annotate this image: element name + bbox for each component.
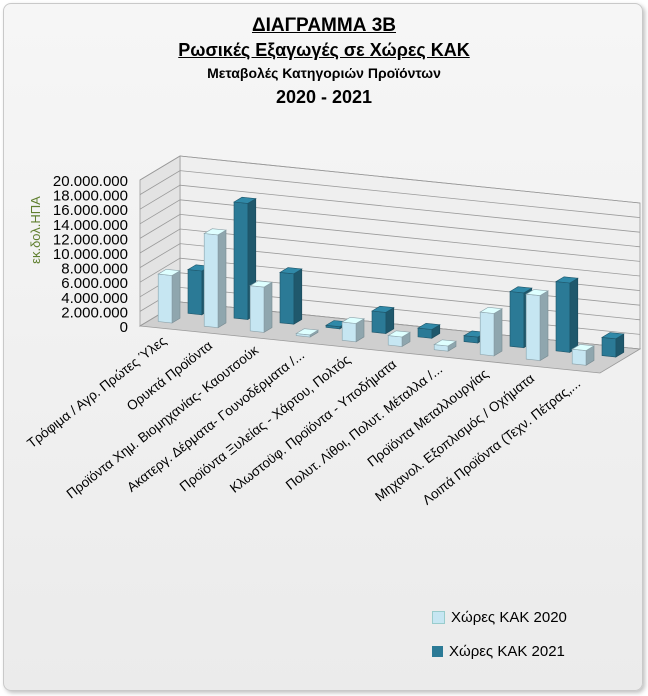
bar-2021-2 xyxy=(279,267,303,325)
legend-item-2021: Χώρες ΚΑΚ 2021 xyxy=(432,634,567,668)
bar-2020-6 xyxy=(433,339,457,352)
bar-2020-2 xyxy=(249,280,273,333)
y-gridline xyxy=(139,155,641,204)
legend-label-2020: Χώρες ΚΑΚ 2020 xyxy=(451,608,567,626)
y-tick-label: 14.000.000 xyxy=(53,217,128,234)
y-tick-label: 0 xyxy=(120,319,128,336)
bar-2021-9 xyxy=(601,332,625,358)
bar-2021-5 xyxy=(417,322,441,339)
y-tick-label: 18.000.000 xyxy=(53,188,128,205)
y-gridline xyxy=(139,257,641,306)
y-tick-label: 8.000.000 xyxy=(61,261,128,278)
bar-2020-5 xyxy=(387,330,411,348)
y-gridline xyxy=(139,228,641,277)
bar-2020-7 xyxy=(479,306,503,357)
bar-2020-1 xyxy=(203,228,227,329)
bar-2020-4 xyxy=(341,316,365,343)
y-tick-label: 4.000.000 xyxy=(61,290,128,307)
y-axis-label: εκ.δολ.ΗΠΑ xyxy=(28,196,43,264)
y-tick-label: 2.000.000 xyxy=(61,304,128,321)
y-tick-label: 6.000.000 xyxy=(61,275,128,292)
x-tick-label: Προϊόντα Χημ. Βιομηχανίας- Καουτσούκ xyxy=(64,342,262,501)
y-gridline xyxy=(139,213,641,262)
chart-titles: ΔΙΑΓΡΑΜΜΑ 3Β Ρωσικές Εξαγωγές σε Χώρες Κ… xyxy=(0,14,648,110)
bar-2021-8 xyxy=(555,276,579,353)
bar-2020-8 xyxy=(525,289,549,362)
chart-subtitle-2: Μεταβολές Κατηγοριών Προϊόντων xyxy=(207,65,441,81)
y-tick-label: 12.000.000 xyxy=(53,231,128,248)
y-gridline xyxy=(139,243,641,291)
legend-label-2021: Χώρες ΚΑΚ 2021 xyxy=(449,642,565,660)
y-tick-label: 20.000.000 xyxy=(53,173,128,190)
legend: Χώρες ΚΑΚ 2020 Χώρες ΚΑΚ 2021 xyxy=(432,600,567,668)
bar-2020-9 xyxy=(571,344,595,366)
legend-swatch-2020 xyxy=(432,610,445,624)
bar-2020-0 xyxy=(157,268,181,324)
legend-swatch-2021 xyxy=(432,645,443,657)
y-tick-label: 16.000.000 xyxy=(53,202,128,219)
y-gridline xyxy=(139,170,641,218)
x-tick-label: Ορυκτά Προϊόντα xyxy=(124,338,215,414)
y-gridline xyxy=(139,184,641,233)
chart-subtitle: Ρωσικές Εξαγωγές σε Χώρες ΚΑΚ xyxy=(178,40,470,60)
bar-2021-4 xyxy=(371,305,395,335)
legend-item-2020: Χώρες ΚΑΚ 2020 xyxy=(432,600,567,634)
y-gridline xyxy=(139,199,641,248)
y-tick-label: 10.000.000 xyxy=(53,246,128,263)
bar-2020-3 xyxy=(295,328,319,338)
chart-title: ΔΙΑΓΡΑΜΜΑ 3Β xyxy=(251,15,396,36)
chart-period: 2020 - 2021 xyxy=(275,87,373,107)
